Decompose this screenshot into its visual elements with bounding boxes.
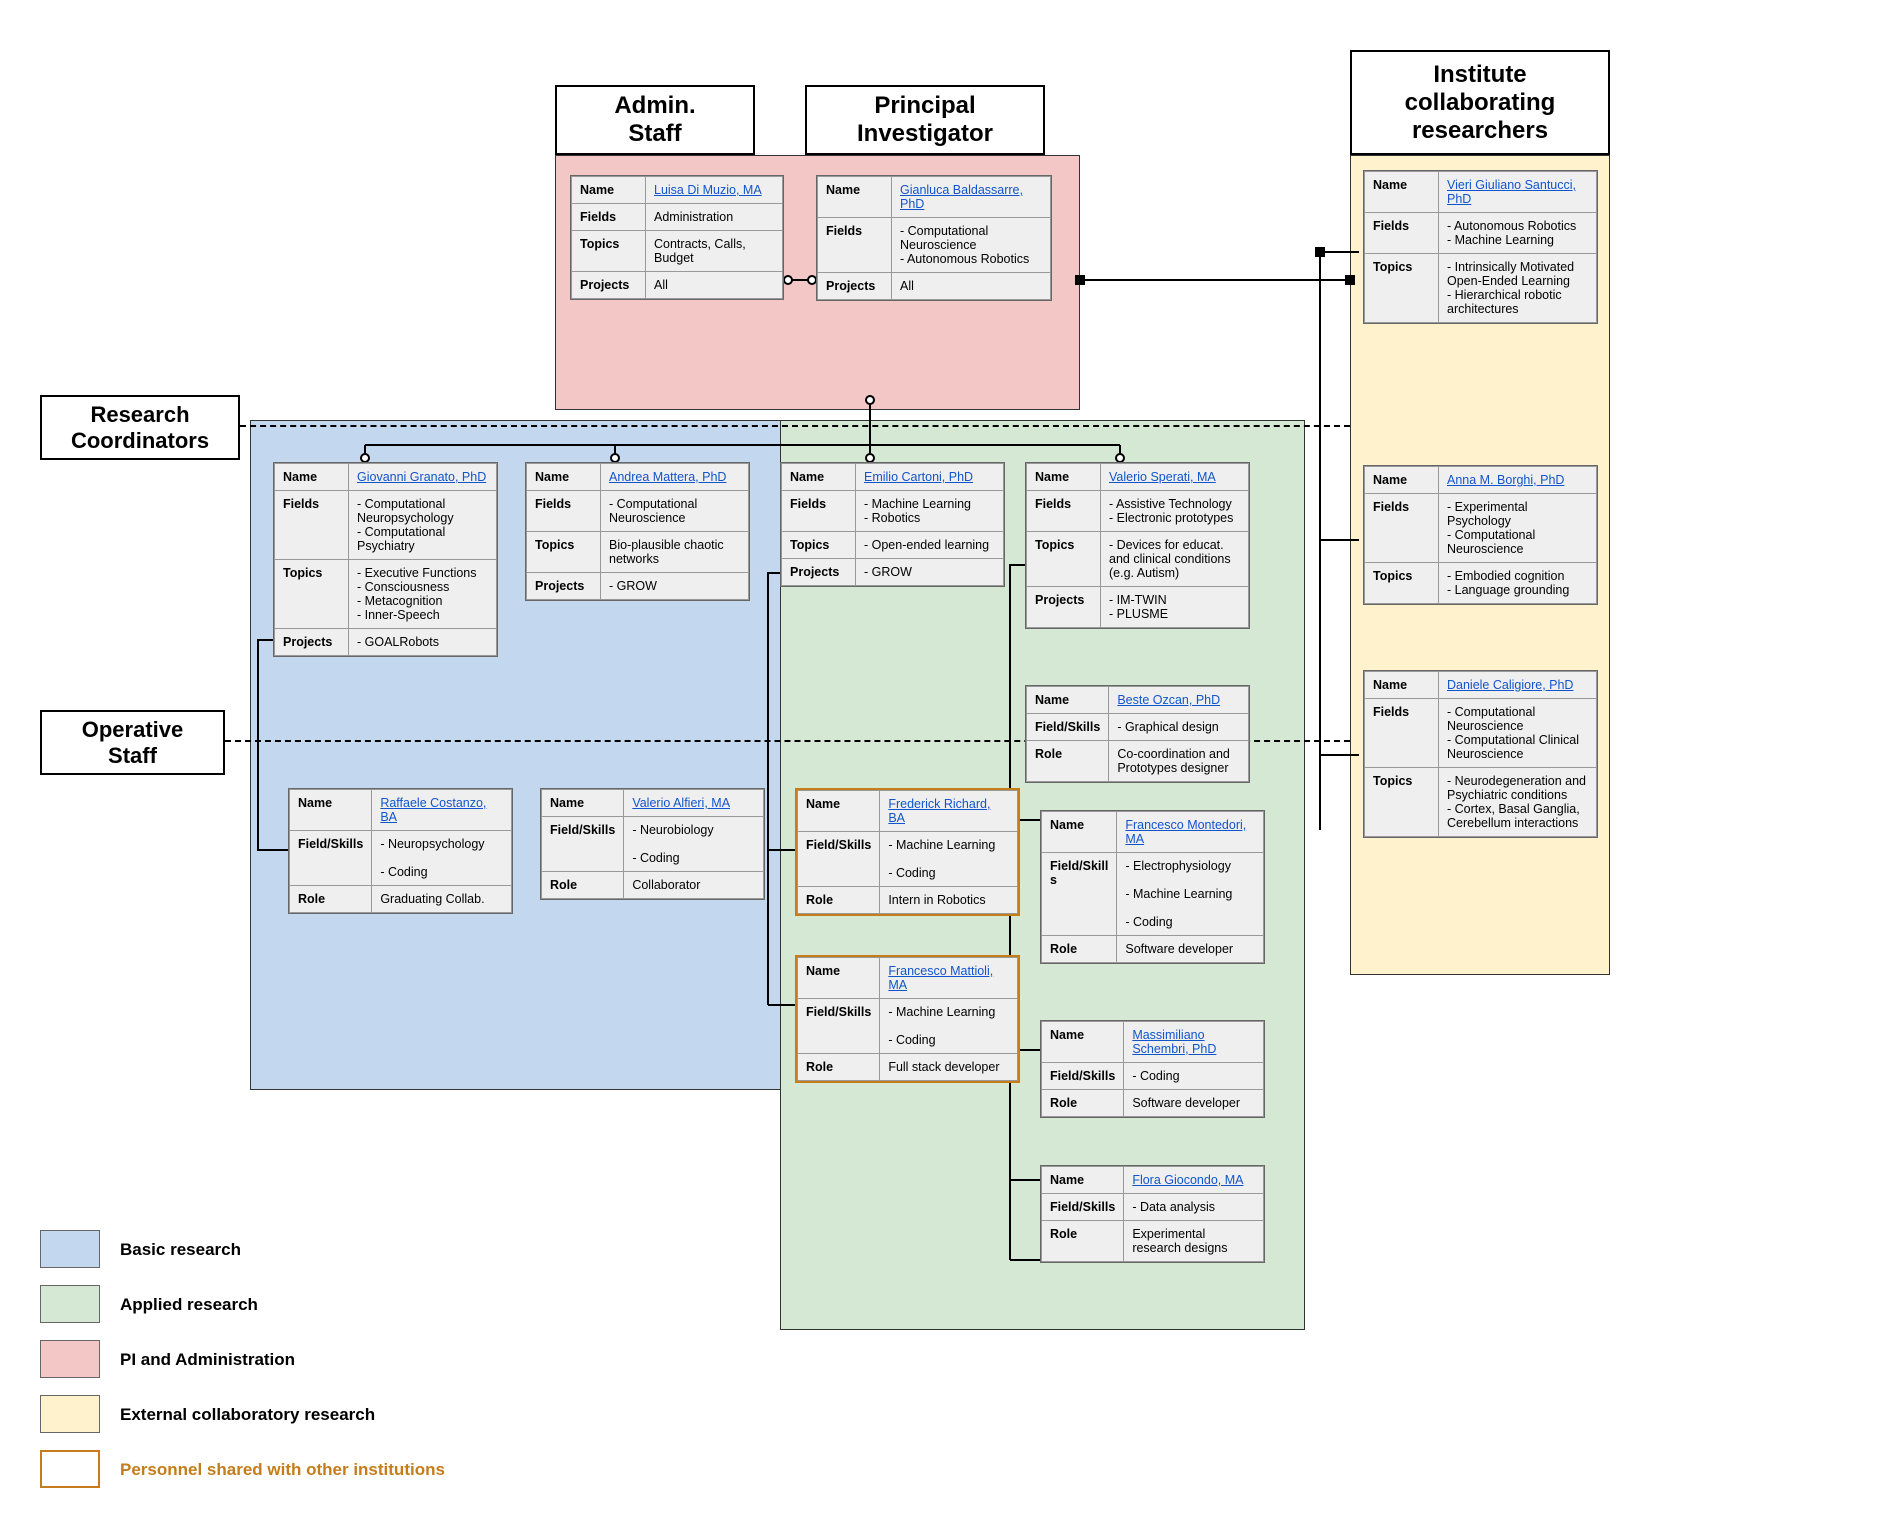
legend-text-applied: Applied research xyxy=(120,1295,258,1315)
name-link[interactable]: Beste Ozcan, PhD xyxy=(1117,693,1220,707)
card-op-schembri: Name Massimiliano Schembri, PhD Field/Sk… xyxy=(1040,1020,1265,1118)
legend-swatch-pi-admin xyxy=(40,1340,100,1378)
name-link[interactable]: Valerio Sperati, MA xyxy=(1109,470,1216,484)
card-coord-ozcan: Name Beste Ozcan, PhD Field/Skills - Gra… xyxy=(1025,685,1250,783)
legend-text-shared: Personnel shared with other institutions xyxy=(120,1460,445,1480)
name-link[interactable]: Flora Giocondo, MA xyxy=(1132,1173,1243,1187)
name-link[interactable]: Francesco Mattioli, MA xyxy=(888,964,993,992)
name-link[interactable]: Massimiliano Schembri, PhD xyxy=(1132,1028,1216,1056)
card-ext-santucci: Name Vieri Giuliano Santucci, PhD Fields… xyxy=(1363,170,1598,324)
name-link[interactable]: Emilio Cartoni, PhD xyxy=(864,470,973,484)
label-operative-staff: Operative Staff xyxy=(40,710,225,775)
name-link[interactable]: Raffaele Costanzo, BA xyxy=(380,796,486,824)
card-ext-borghi: Name Anna M. Borghi, PhD Fields - Experi… xyxy=(1363,465,1598,605)
name-link[interactable]: Giovanni Granato, PhD xyxy=(357,470,486,484)
dashed-line-coordinators xyxy=(240,425,1350,427)
legend-swatch-external xyxy=(40,1395,100,1433)
legend-text-external: External collaboratory research xyxy=(120,1405,375,1425)
name-link[interactable]: Daniele Caligiore, PhD xyxy=(1447,678,1573,692)
card-op-costanzo: Name Raffaele Costanzo, BA Field/Skills … xyxy=(288,788,513,914)
card-op-montedori: Name Francesco Montedori, MA Field/Skill… xyxy=(1040,810,1265,964)
card-op-giocondo: Name Flora Giocondo, MA Field/Skills - D… xyxy=(1040,1165,1265,1263)
name-link[interactable]: Francesco Montedori, MA xyxy=(1125,818,1246,846)
card-ext-caligiore: Name Daniele Caligiore, PhD Fields - Com… xyxy=(1363,670,1598,838)
card-coord-cartoni: Name Emilio Cartoni, PhD Fields - Machin… xyxy=(780,462,1005,587)
legend-swatch-applied xyxy=(40,1285,100,1323)
name-link[interactable]: Gianluca Baldassarre, PhD xyxy=(900,183,1023,211)
header-institute-researchers: Institute collaborating researchers xyxy=(1350,50,1610,155)
name-link[interactable]: Anna M. Borghi, PhD xyxy=(1447,473,1564,487)
name-link[interactable]: Valerio Alfieri, MA xyxy=(632,796,730,810)
card-op-alfieri: Name Valerio Alfieri, MA Field/Skills - … xyxy=(540,788,765,900)
row-label: Name xyxy=(572,177,646,204)
legend-swatch-basic xyxy=(40,1230,100,1268)
label-research-coordinators: Research Coordinators xyxy=(40,395,240,460)
card-admin: Name Luisa Di Muzio, MA Fields Administr… xyxy=(570,175,784,300)
name-link[interactable]: Frederick Richard, BA xyxy=(888,797,990,825)
legend-text-basic: Basic research xyxy=(120,1240,241,1260)
name-link[interactable]: Luisa Di Muzio, MA xyxy=(654,183,762,197)
card-coord-sperati: Name Valerio Sperati, MA Fields - Assist… xyxy=(1025,462,1250,629)
card-op-richard: Name Frederick Richard, BA Field/Skills … xyxy=(795,788,1020,916)
card-coord-mattera: Name Andrea Mattera, PhD Fields - Comput… xyxy=(525,462,750,601)
card-coord-granato: Name Giovanni Granato, PhD Fields - Comp… xyxy=(273,462,498,657)
card-op-mattioli: Name Francesco Mattioli, MA Field/Skills… xyxy=(795,955,1020,1083)
card-pi: Name Gianluca Baldassarre, PhD Fields - … xyxy=(816,175,1052,301)
name-link[interactable]: Vieri Giuliano Santucci, PhD xyxy=(1447,178,1576,206)
header-principal-investigator: Principal Investigator xyxy=(805,85,1045,155)
name-link[interactable]: Andrea Mattera, PhD xyxy=(609,470,726,484)
legend-swatch-shared xyxy=(40,1450,100,1488)
header-admin-staff: Admin. Staff xyxy=(555,85,755,155)
legend-text-pi-admin: PI and Administration xyxy=(120,1350,295,1370)
